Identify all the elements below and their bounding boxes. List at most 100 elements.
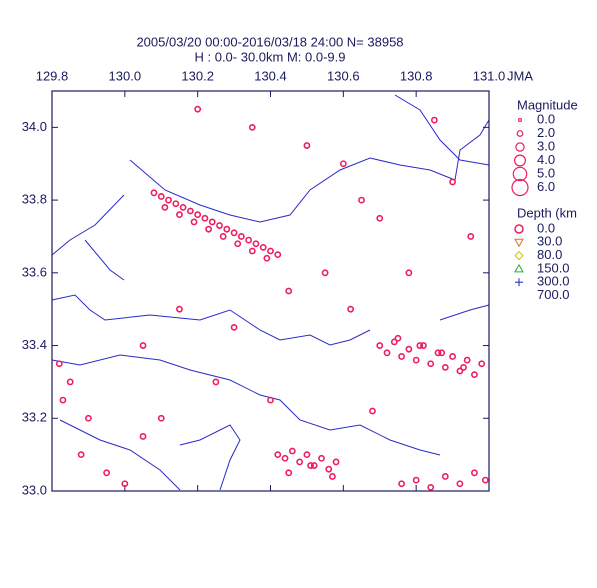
quake-point	[121, 480, 129, 488]
quake-point	[201, 214, 209, 222]
quake-point	[59, 396, 67, 404]
quake-point	[267, 247, 274, 255]
quake-point	[321, 269, 329, 277]
quake-point	[285, 287, 293, 295]
quake-point	[369, 407, 376, 415]
y-tick-label: 33.0	[22, 482, 47, 497]
legend-label: 2.0	[537, 125, 555, 140]
quake-point	[449, 178, 456, 186]
quake-point	[339, 160, 347, 168]
legend-label: 30.0	[537, 234, 562, 249]
legend-symbol	[516, 130, 524, 137]
quake-point	[103, 469, 111, 477]
quake-point	[427, 360, 435, 368]
quake-point	[412, 356, 420, 364]
legend-label: 80.0	[537, 247, 562, 262]
quake-point	[77, 451, 85, 459]
quake-point	[303, 451, 311, 459]
quake-point	[157, 414, 165, 422]
quake-point	[405, 345, 413, 353]
quake-point	[463, 356, 471, 364]
quake-point	[394, 334, 402, 342]
quake-point	[223, 225, 231, 233]
x-tick-label: 131.0	[473, 68, 506, 83]
quake-point	[416, 342, 424, 349]
legend-label: 3.0	[537, 138, 555, 153]
legend-symbol	[513, 154, 526, 167]
quake-point	[383, 349, 391, 357]
y-tick-label: 34.0	[22, 119, 47, 134]
quake-point	[376, 214, 384, 222]
quake-point	[139, 433, 147, 440]
quake-point	[318, 454, 325, 462]
quake-point	[267, 396, 274, 404]
legend-title: Depth (km	[517, 205, 577, 220]
quake-point	[376, 342, 384, 349]
legend-label: 0.0	[537, 220, 555, 235]
quake-point	[139, 342, 147, 349]
quake-point	[150, 189, 158, 197]
legend-symbol	[517, 117, 523, 123]
chart-subtitle: H : 0.0- 30.0km M: 0.0-9.9	[194, 49, 345, 64]
quake-point	[460, 363, 467, 371]
quake-point	[390, 338, 398, 346]
quake-point	[438, 349, 446, 357]
y-tick-label: 33.4	[22, 337, 47, 352]
quake-point	[332, 458, 340, 466]
quake-point	[230, 229, 238, 237]
quake-point	[230, 323, 238, 331]
quake-point	[307, 462, 314, 469]
quake-point	[303, 142, 311, 149]
quake-point	[310, 462, 318, 469]
quake-point	[441, 363, 449, 371]
quake-point	[434, 349, 442, 357]
quake-point	[190, 218, 198, 226]
quake-point	[420, 342, 427, 349]
quake-point	[237, 233, 245, 240]
quake-point	[259, 243, 267, 251]
quake-point	[329, 473, 336, 480]
legend-label: 6.0	[537, 179, 555, 194]
quake-point	[449, 353, 456, 360]
quake-point	[405, 269, 413, 277]
quake-point	[398, 480, 405, 488]
quake-point	[245, 236, 253, 244]
quake-point	[481, 476, 489, 484]
quake-point	[208, 218, 216, 226]
legend-title: Magnitude	[517, 97, 578, 112]
x-tick-label: 130.8	[400, 68, 433, 83]
quake-point	[412, 476, 420, 484]
quake-point	[296, 458, 304, 466]
quake-point	[157, 193, 165, 200]
quake-point	[85, 414, 92, 422]
quake-point	[252, 240, 260, 248]
y-tick-label: 33.6	[22, 264, 47, 279]
quake-point	[179, 203, 187, 211]
coastlines	[51, 94, 490, 491]
quake-point	[194, 211, 202, 219]
quake-point	[441, 473, 449, 480]
quake-point	[219, 233, 227, 240]
legend-label: 4.0	[537, 152, 555, 167]
y-tick-label: 33.8	[22, 192, 47, 207]
quake-point	[281, 454, 289, 462]
quake-point	[274, 251, 282, 259]
legend-symbol	[514, 250, 524, 261]
quake-point	[176, 305, 183, 313]
quake-point	[478, 360, 486, 368]
legend-label: 0.0	[537, 111, 555, 126]
quake-point	[398, 353, 405, 360]
quake-point	[471, 371, 478, 379]
quake-point	[186, 207, 194, 215]
quake-point	[194, 105, 202, 113]
quake-point	[456, 480, 464, 488]
legend-label: 5.0	[537, 165, 555, 180]
legend-label: 150.0	[537, 260, 570, 275]
quake-point	[325, 465, 333, 473]
quake-point	[234, 240, 242, 248]
quake-point	[212, 378, 220, 386]
quake-point	[427, 483, 435, 491]
quake-point	[285, 469, 293, 477]
x-tick-label: 130.4	[254, 68, 287, 83]
